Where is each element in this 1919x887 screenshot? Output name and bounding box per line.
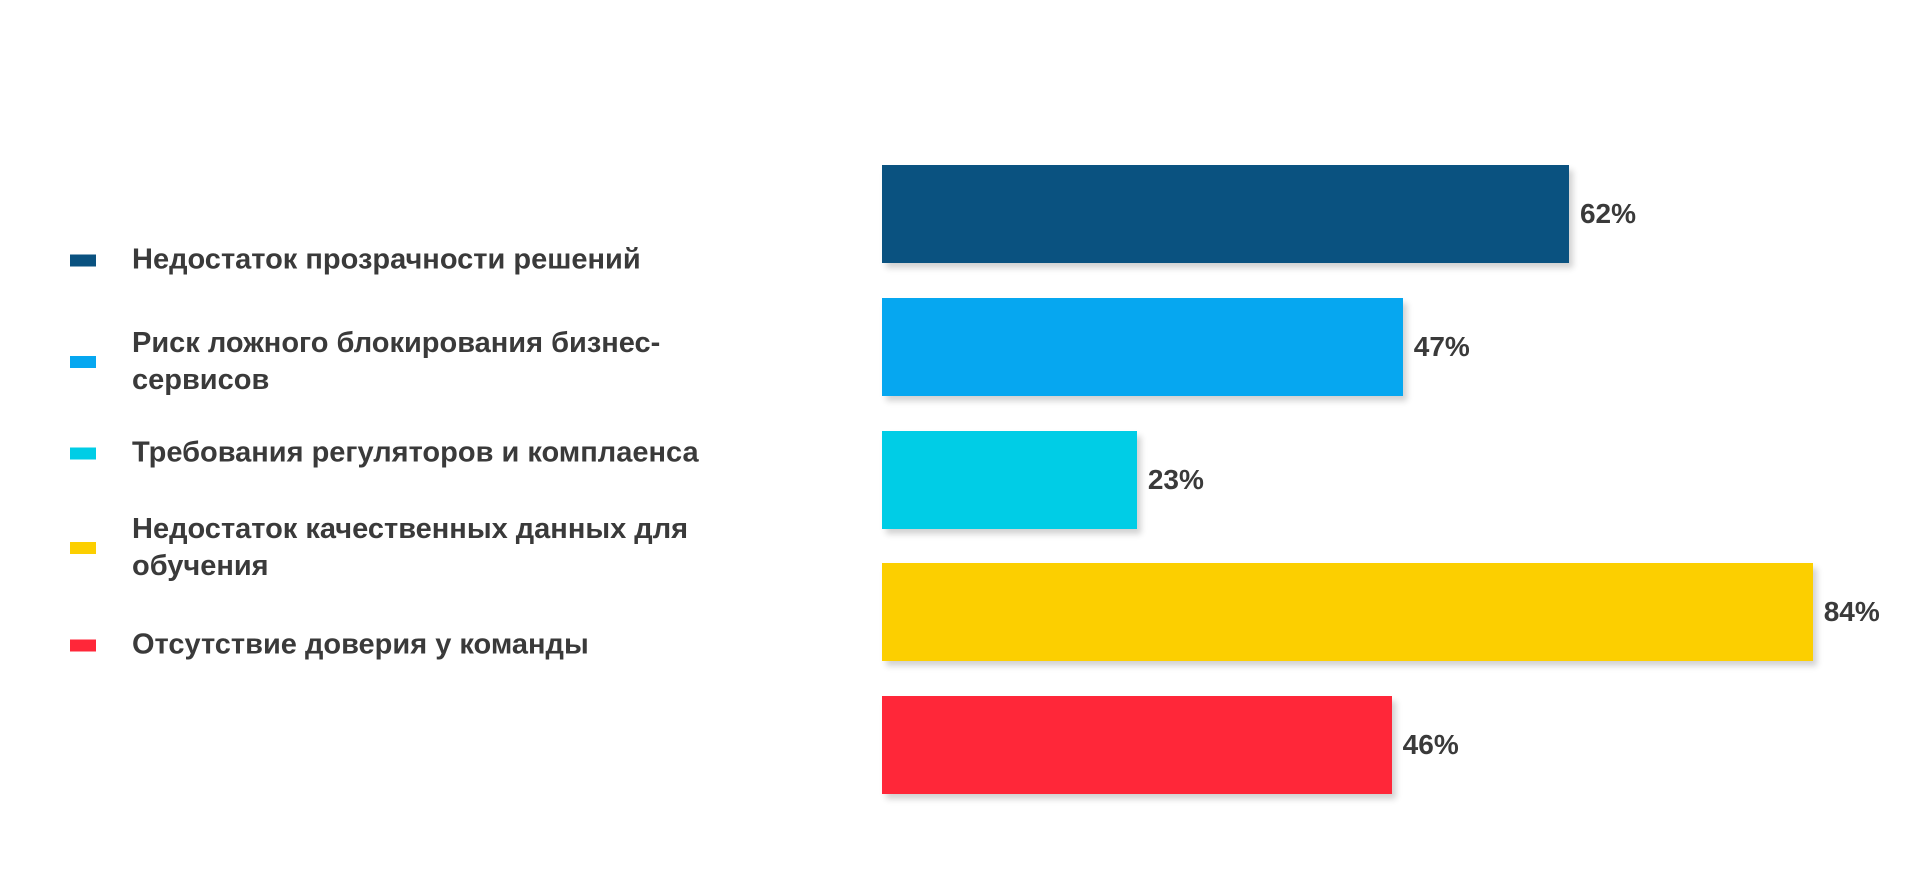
- value-label: 84%: [1823, 596, 1880, 627]
- bar: [882, 696, 1392, 794]
- value-label: 47%: [1413, 331, 1470, 362]
- legend-label: Риск ложного блокирования бизнес-сервисо…: [132, 327, 661, 396]
- legend-item: Требования регуляторов и комплаенса: [70, 435, 699, 472]
- legend-swatch: [70, 542, 96, 554]
- bar: [882, 431, 1137, 529]
- bar: [882, 563, 1813, 661]
- legend-item: Недостаток качественных данных для обуче…: [70, 511, 782, 585]
- value-label: 46%: [1402, 729, 1459, 760]
- legend-swatch: [70, 254, 96, 266]
- bar: [882, 165, 1569, 263]
- legend-item: Отсутствие доверия у команды: [70, 627, 589, 664]
- value-label: 23%: [1147, 464, 1204, 495]
- legend-swatch: [70, 447, 96, 459]
- legend-label: Требования регуляторов и комплаенса: [132, 436, 699, 469]
- legend-label: Недостаток качественных данных для обуче…: [132, 513, 689, 582]
- legend-swatch: [70, 639, 96, 651]
- legend-swatch: [70, 356, 96, 368]
- legend-label: Недостаток прозрачности решений: [132, 243, 641, 276]
- legend-label: Отсутствие доверия у команды: [132, 628, 589, 661]
- legend-item: Недостаток прозрачности решений: [70, 242, 641, 279]
- legend-item: Риск ложного блокирования бизнес-сервисо…: [70, 325, 782, 399]
- value-label: 62%: [1579, 198, 1636, 229]
- bar: [882, 298, 1403, 396]
